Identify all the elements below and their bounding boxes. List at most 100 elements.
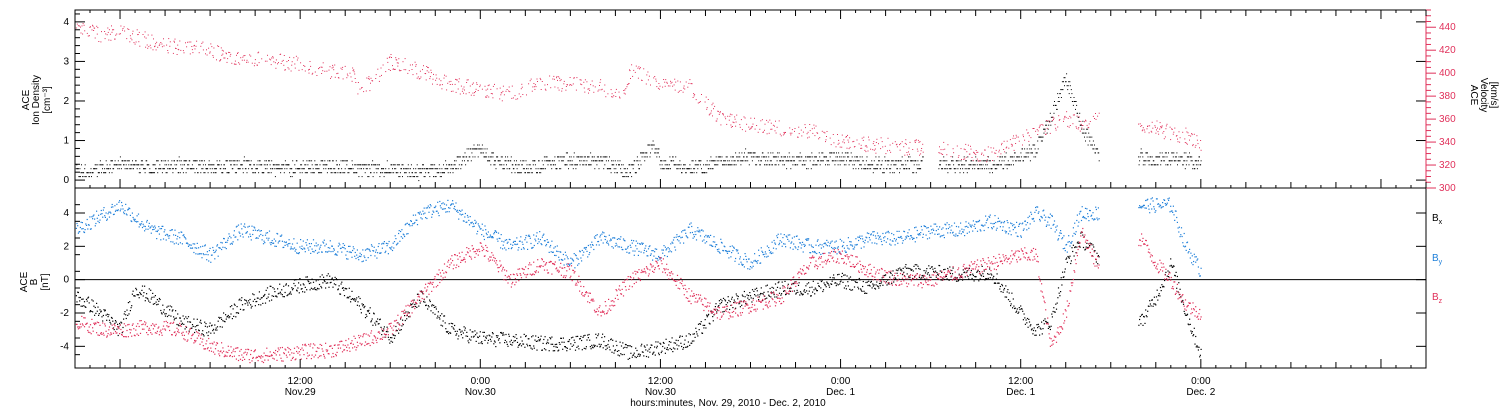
density-point (238, 168, 240, 170)
density-point (1097, 148, 1099, 150)
density-point (1053, 112, 1055, 114)
bx-point (545, 349, 547, 351)
bx-point (463, 326, 465, 328)
bx-point (962, 279, 964, 281)
bx-point (175, 310, 177, 312)
bx-point (881, 277, 883, 279)
by-point (75, 227, 77, 229)
density-point (921, 160, 923, 162)
velocity-point (719, 111, 721, 113)
bx-point (85, 306, 87, 308)
bx-point (502, 332, 504, 334)
density-point (567, 160, 569, 162)
density-point (630, 172, 631, 174)
bx-point (1158, 293, 1160, 295)
velocity-point (710, 110, 712, 112)
bx-point (720, 298, 722, 301)
velocity-point (1055, 129, 1057, 131)
velocity-point (508, 90, 510, 92)
bx-point (412, 306, 414, 308)
bx-point (250, 307, 252, 309)
density-point (1003, 168, 1005, 170)
bx-point (964, 276, 966, 278)
bx-point (358, 296, 360, 298)
density-point (358, 164, 360, 166)
velocity-point (861, 147, 863, 149)
velocity-point (308, 72, 310, 74)
density-point (1020, 156, 1022, 158)
bx-point (236, 306, 238, 308)
bx-point (148, 288, 150, 290)
by-point (131, 212, 133, 214)
density-point (915, 160, 917, 162)
density-point (436, 168, 438, 170)
density-point (905, 164, 907, 166)
by-point (83, 231, 86, 234)
density-point (651, 148, 653, 150)
density-point (965, 160, 967, 162)
velocity-point (966, 151, 968, 153)
velocity-point (598, 89, 600, 91)
velocity-point (518, 93, 520, 95)
velocity-point (554, 86, 556, 88)
bx-point (1052, 310, 1054, 313)
bx-point (138, 297, 140, 299)
by-point (87, 228, 89, 230)
bx-point (265, 289, 267, 291)
density-point (1148, 160, 1150, 162)
bx-point (808, 290, 810, 292)
velocity-point (772, 124, 774, 126)
bx-point (935, 270, 937, 272)
velocity-point (640, 67, 641, 69)
density-point (1010, 164, 1012, 166)
velocity-point (1177, 141, 1179, 143)
density-point (1188, 164, 1190, 166)
velocity-point (915, 140, 917, 142)
velocity-point (664, 81, 666, 83)
bx-point (279, 283, 281, 285)
bx-point (161, 313, 163, 315)
bx-point (794, 281, 796, 283)
density-point (404, 172, 406, 174)
velocity-point (1196, 135, 1198, 137)
density-point (815, 156, 816, 158)
bx-point (674, 342, 677, 344)
bx-point (1078, 242, 1080, 244)
velocity-point (128, 29, 130, 30)
bx-point (849, 288, 851, 290)
bx-point (885, 281, 887, 283)
density-point (113, 168, 115, 170)
bx-point (87, 296, 90, 298)
bx-point (658, 354, 660, 356)
bx-point (543, 338, 545, 341)
density-point (1138, 164, 1140, 166)
density-point (1037, 148, 1039, 150)
density-point (1089, 140, 1091, 142)
velocity-point (1200, 140, 1202, 141)
velocity-point (632, 75, 634, 77)
velocity-point (517, 98, 519, 100)
velocity-point (1068, 126, 1070, 128)
bx-point (1198, 346, 1200, 348)
velocity-point (1001, 144, 1002, 146)
bx-point (722, 311, 724, 313)
velocity-point (880, 148, 882, 150)
bx-point (260, 297, 262, 299)
bx-point (218, 316, 220, 318)
density-point (512, 164, 514, 166)
density-point (416, 164, 418, 166)
velocity-point (767, 121, 769, 123)
density-point (760, 160, 762, 162)
bx-point (173, 316, 175, 318)
bx-point (1097, 263, 1099, 265)
bx-point (415, 303, 417, 305)
density-point (1186, 160, 1188, 162)
density-point (1161, 152, 1163, 154)
bx-point (1086, 242, 1088, 244)
density-point (102, 168, 103, 170)
velocity-point (995, 149, 997, 151)
bx-point (703, 327, 705, 329)
velocity-point (1035, 130, 1037, 132)
density-point (625, 176, 627, 178)
density-point (225, 168, 226, 170)
